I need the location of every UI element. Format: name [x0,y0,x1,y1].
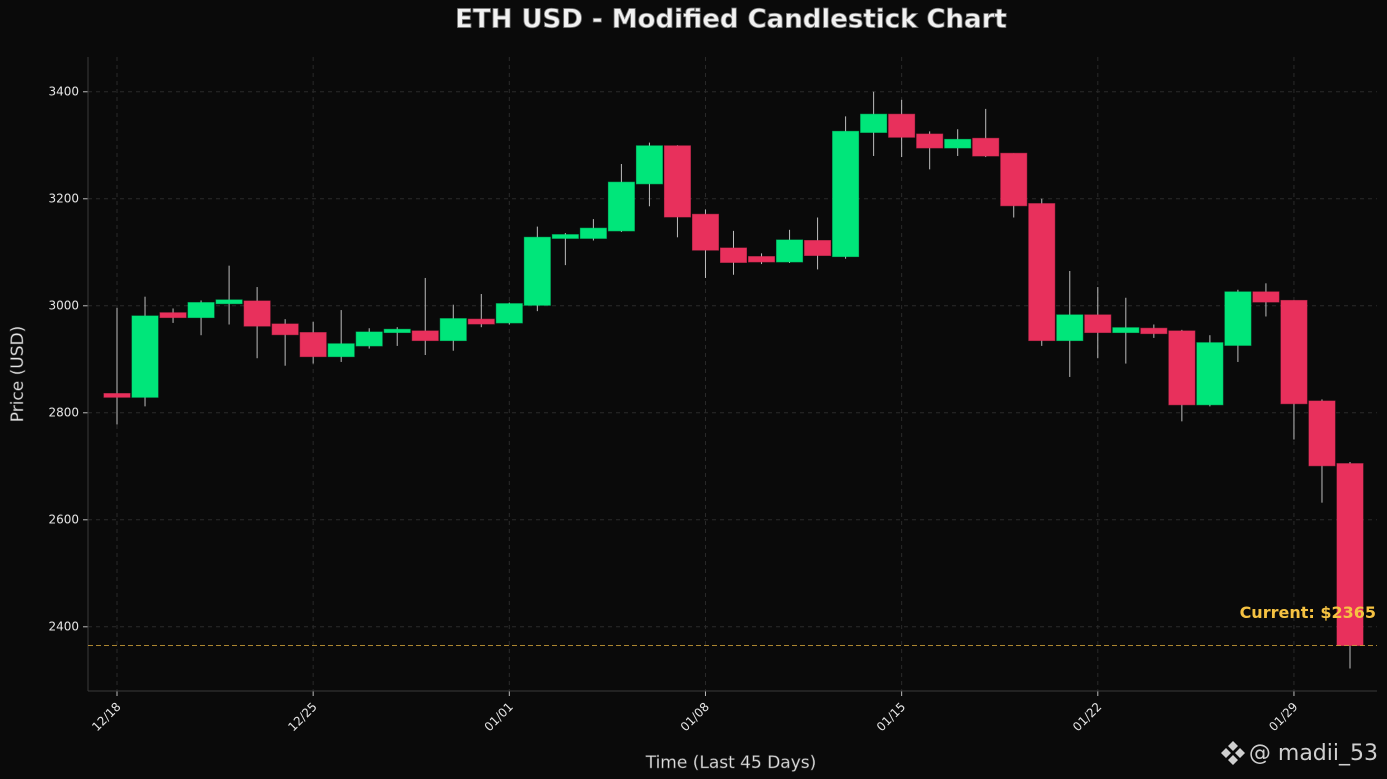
candle-body [215,299,243,305]
candle-body [383,328,411,334]
candle-body [1224,291,1252,346]
candle-body [1168,330,1196,406]
x-tick-label: 01/22 [1070,700,1104,734]
candle-body [1028,203,1056,342]
y-tick-label: 2600 [48,512,79,526]
candle-body [776,239,804,263]
candle-body [804,240,832,256]
candle-body [1196,342,1224,406]
candle-body [916,133,944,149]
candle-body [159,312,187,319]
candle-body [635,145,663,185]
candle-body [663,145,691,218]
candle-body [271,323,299,336]
candle-body [103,393,131,398]
candle-body [131,315,159,398]
x-tick-label: 01/01 [482,700,516,734]
candle-body [411,330,439,342]
x-tick-label: 01/08 [678,700,712,734]
candle-body [1084,314,1112,334]
y-tick-label: 3200 [48,191,79,205]
watermark-icon [1221,741,1245,765]
x-tick-label: 12/18 [89,700,123,734]
candle-body [187,302,215,319]
x-tick-label: 01/29 [1266,700,1300,734]
y-tick-label: 3400 [48,84,79,98]
y-axis-label: Price (USD) [8,326,28,422]
candle-body [327,343,355,358]
candle-body [243,300,271,327]
x-tick-label: 12/25 [285,700,319,734]
candle-body [579,227,607,239]
candle-body [495,303,523,324]
candle-body [523,236,551,306]
chart-title: ETH USD - Modified Candlestick Chart [455,5,1007,35]
x-tick-label: 01/15 [874,700,908,734]
candle-body [944,138,972,149]
watermark: @ madii_53 [1249,741,1378,766]
candle-body [1000,152,1028,207]
y-tick-label: 3000 [48,298,79,312]
candle-body [832,130,860,258]
y-tick-label: 2800 [48,405,79,419]
candle-body [1336,463,1364,647]
candle-body [972,137,1000,157]
candle-body [1112,327,1140,334]
candle-body [1140,327,1168,335]
candle-body [551,234,579,239]
candle-body [860,113,888,133]
candle-body [1280,299,1308,405]
y-tick-label: 2400 [48,619,79,633]
candle-body [1056,314,1084,342]
candle-body [748,256,776,263]
grid [88,57,1377,691]
candle-body [439,318,467,342]
candle-body [467,318,495,325]
x-axis-label: Time (Last 45 Days) [645,753,817,773]
candle-body [1308,400,1336,467]
candle-body [299,332,327,358]
candle-body [888,113,916,138]
candle-body [355,331,383,347]
candle-body [607,181,635,232]
candle-body [1252,291,1280,303]
current-price-label: Current: $2365 [1240,603,1376,622]
candle-body [691,213,719,251]
candle-body [720,247,747,263]
